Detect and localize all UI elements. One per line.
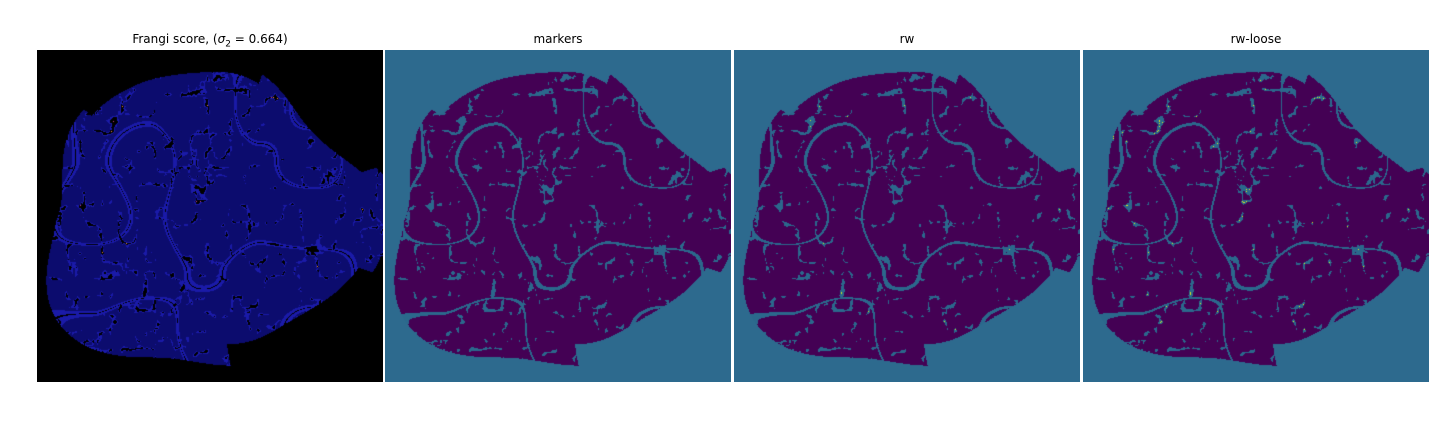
sigma-subscript: 2 <box>225 39 231 50</box>
title-prefix: Frangi score, ( <box>132 32 218 46</box>
rw-loose-canvas <box>1083 50 1429 382</box>
panel-title-rw: rw <box>899 32 915 46</box>
panel-rw: rw <box>734 32 1080 382</box>
markers-image <box>385 50 731 382</box>
rw-image <box>734 50 1080 382</box>
panel-rw-loose: rw-loose <box>1083 32 1429 382</box>
title-equals: = 0.664) <box>230 32 288 46</box>
panel-frangi: Frangi score, (σ2 = 0.664) <box>37 32 383 382</box>
markers-canvas <box>385 50 731 382</box>
frangi-image <box>37 50 383 382</box>
sigma-symbol: σ <box>217 32 226 46</box>
frangi-canvas <box>37 50 383 382</box>
rw-loose-image <box>1083 50 1429 382</box>
panel-title-markers: markers <box>533 32 583 46</box>
panel-title-rw-loose: rw-loose <box>1230 32 1282 46</box>
panel-title-frangi: Frangi score, (σ2 = 0.664) <box>37 32 383 49</box>
panel-markers: markers <box>385 32 731 382</box>
rw-canvas <box>734 50 1080 382</box>
